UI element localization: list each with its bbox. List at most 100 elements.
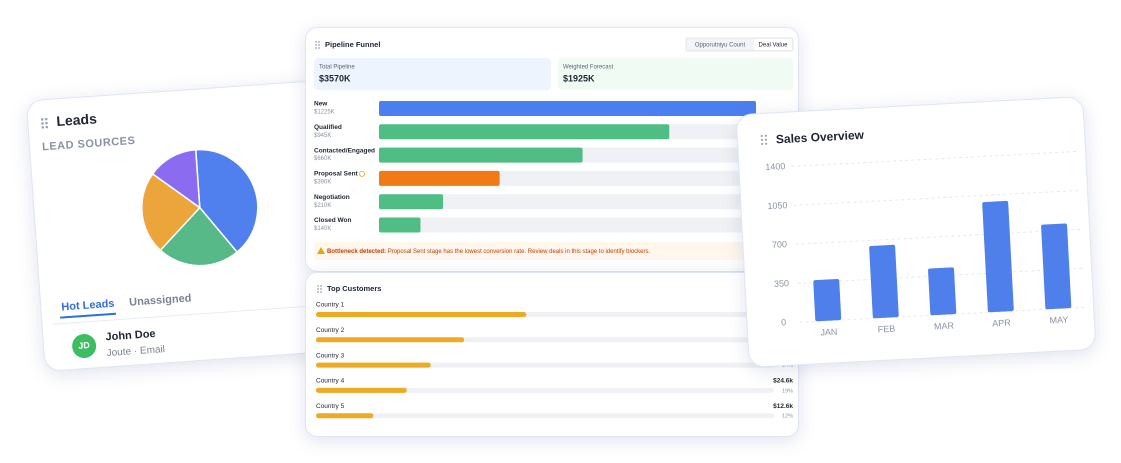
x-tick-label: MAR [934,320,955,331]
avatar-initials: JD [78,340,91,351]
stage-bar [379,101,756,116]
stage-amount: $1225K [314,110,335,116]
pie-slice [151,148,201,210]
stage-amount: $660K [314,156,331,162]
stage-bar [379,124,670,140]
customer-bar [316,362,431,368]
summary-value: $1925K [563,73,595,83]
x-tick-label: FEB [877,324,895,335]
bar [813,278,842,322]
toggle[interactable]: Deal Value [759,43,789,49]
customer-share: 19% [782,388,793,394]
contact-detail: Joute · Email [106,344,165,359]
alert-box [314,242,793,260]
pie-slice [159,206,239,267]
customer-track [316,413,774,419]
pipeline-canvas: Pipeline Funnel Opporutniyu Count Deal V… [314,37,794,260]
leads-subtitle: LEAD SOURCES [42,135,136,153]
customer-bar [316,312,527,317]
customer-track [316,387,774,393]
customer-name: Country 3 [316,352,345,359]
stage-track [379,194,756,210]
customer-name: Country 4 [316,378,345,385]
drag-handle [760,134,768,146]
sales-canvas: Sales Overview 0 350 700 1050 1400 JAN FEB MAR A… [760,128,1088,338]
toggle-active [754,39,792,50]
stage-name: Negotiation [314,194,350,201]
pipeline-card: Pipeline Funnel Opporutniyu Count Deal V… [305,27,799,272]
y-tick-label: 700 [772,239,788,250]
stage-bar [379,194,444,210]
stage-name: Qualified [314,124,342,131]
stage-name: Proposal Sent [314,171,359,178]
bar [928,267,957,316]
summary-box [314,58,551,90]
y-tick-label: 1050 [767,200,788,211]
grid-line [795,228,1084,245]
sales-title: Sales Overview [776,128,865,147]
pie-slice [194,148,259,254]
alert-title: Bottleneck detected: [327,249,386,255]
alert-icon [317,247,325,254]
grid-line [791,150,1080,167]
customer-bar [316,337,465,343]
customer-name: Country 2 [316,327,345,334]
stage-warning-icon [359,170,365,177]
customer-name: Country 5 [316,403,345,410]
alert-message: Proposal Sent stage has the lowest conve… [388,249,651,255]
stage-track [379,217,756,233]
y-tick-label: 350 [774,278,790,289]
stage-amount: $140K [314,226,331,232]
pipeline-title: Pipeline Funnel [325,40,380,49]
drag-handle [40,117,49,129]
customers-title: Top Customers [327,284,381,293]
summary-box [558,58,793,90]
x-tick-label: MAY [1049,315,1068,326]
leads-title: Leads [56,110,98,129]
stage-bar [379,217,421,233]
stage-name: Contacted/Engaged [314,147,375,154]
customers-canvas: Top Customers Country 1 Country 2 Country … [316,284,793,420]
summary-label: Total Pipeline [319,65,355,71]
grid-line [793,189,1082,206]
leads-canvas: Leads LEAD SOURCES Hot Leads Unassigned … [40,110,332,359]
drag-handle [315,41,320,49]
leads-card: Leads LEAD SOURCES Hot Leads Unassigned … [25,80,337,372]
bar [1041,223,1072,310]
customer-name: Country 1 [316,302,345,309]
stage-amount: $390K [314,179,331,185]
sales-card: Sales Overview 0 350 700 1050 1400 JAN FEB MAR A… [735,96,1097,368]
drag-handle [317,285,322,293]
customer-track [316,362,774,368]
customer-bar [316,387,407,393]
stage-bar [379,170,500,186]
y-tick-label: 1400 [765,161,786,172]
pie-slice [141,172,201,252]
customer-amount: $24.6k [773,378,793,385]
tab[interactable]: Hot Leads [61,298,115,314]
bar [869,244,899,319]
stage-bar [379,147,583,163]
summary-label: Weighted Forecast [563,65,614,71]
stage-amount: $945K [314,133,331,139]
x-tick-label: JAN [820,327,838,338]
summary-value: $3570K [319,73,351,83]
customer-bar [316,413,374,419]
stage-amount: $210K [314,203,331,209]
y-tick-label: 0 [781,317,787,327]
customers-card: Top Customers Country 1 Country 2 Country … [305,272,799,437]
x-tick-label: APR [992,318,1012,329]
customer-amount: $12.6k [773,403,793,410]
alert-text: Bottleneck detected: Proposal Sent stage… [327,249,650,255]
tab-underline [60,312,117,319]
customer-share: 24% [782,363,793,369]
stage-name: New [314,101,328,108]
customer-share: 12% [782,414,793,420]
contact-name: John Doe [105,328,156,343]
toggle[interactable]: Opporutniyu Count [695,43,746,49]
stage-name: Closed Won [314,217,351,224]
avatar [72,334,97,359]
bar [982,200,1014,313]
tab[interactable]: Unassigned [129,292,192,308]
